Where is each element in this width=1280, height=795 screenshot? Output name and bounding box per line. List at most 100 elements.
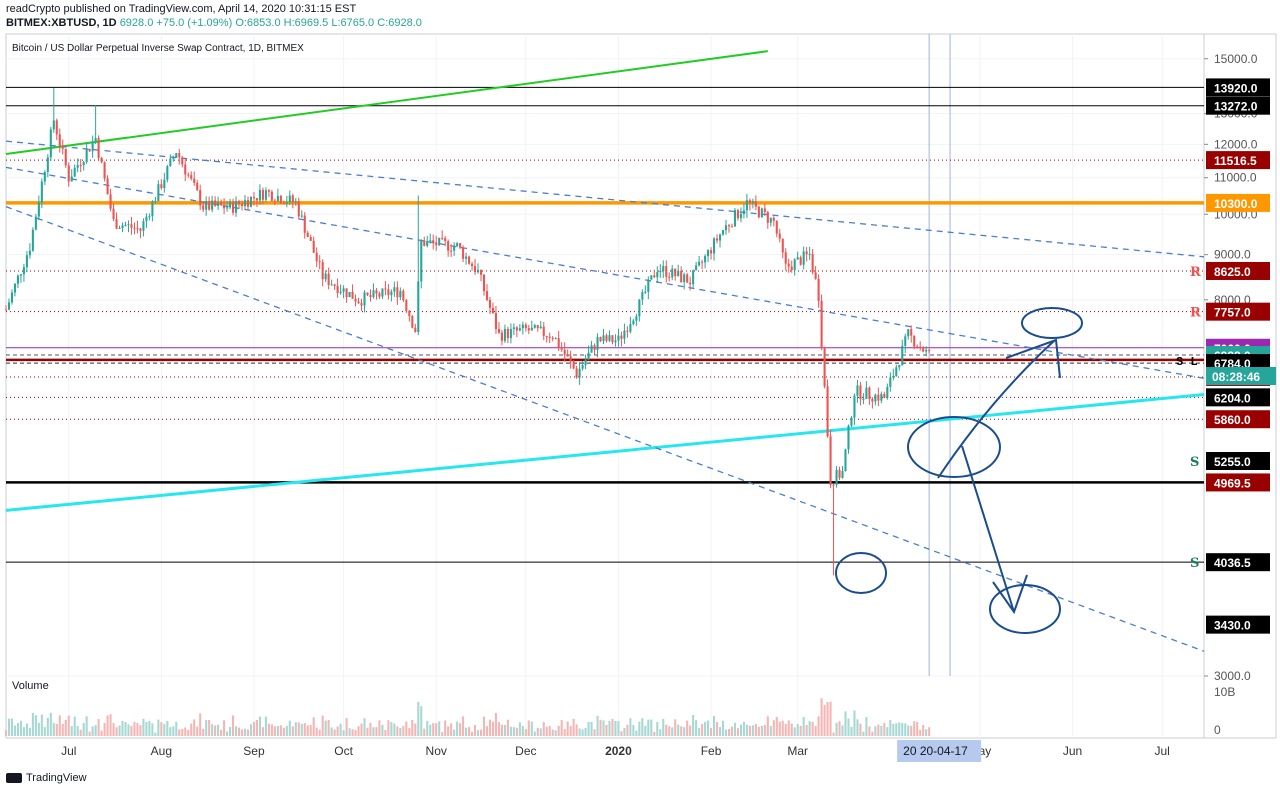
candle xyxy=(874,393,877,406)
candle-body xyxy=(760,208,763,218)
candle-body xyxy=(665,265,668,277)
candle-body xyxy=(880,393,883,401)
volume-bar xyxy=(856,719,859,736)
volume-bar xyxy=(184,727,187,736)
candle-body xyxy=(112,208,115,220)
candle xyxy=(378,291,381,300)
price-label: 5860.0 xyxy=(1206,410,1270,429)
volume-bar xyxy=(414,723,417,736)
candle-body xyxy=(790,266,793,271)
volume-bar xyxy=(769,725,772,736)
volume-bar xyxy=(638,721,641,736)
volume-bar xyxy=(246,729,250,736)
candle-body xyxy=(476,269,480,273)
price-label-text: 13272.0 xyxy=(1214,100,1258,114)
candle-body xyxy=(901,345,904,366)
volume-bar xyxy=(620,731,623,736)
candle xyxy=(85,142,88,164)
candle xyxy=(593,343,596,356)
volume-bar xyxy=(500,724,503,736)
candle-body xyxy=(139,228,142,231)
candle-body xyxy=(288,195,291,203)
volume-bar xyxy=(721,720,725,736)
volume-bar xyxy=(850,726,853,736)
candle-body xyxy=(715,238,719,241)
candle xyxy=(10,289,14,305)
candle xyxy=(763,203,766,216)
candle xyxy=(321,259,324,287)
candle-body xyxy=(297,201,300,217)
volume-bar xyxy=(482,716,486,736)
candle-body xyxy=(229,201,232,208)
volume-bar xyxy=(339,723,342,736)
candle xyxy=(766,210,769,229)
x-tick-label: Sep xyxy=(243,744,265,758)
candle xyxy=(841,466,844,479)
price-label-bg xyxy=(1206,410,1270,429)
price-label-bg xyxy=(1206,452,1270,471)
candle xyxy=(438,237,441,246)
x-tick-label: Dec xyxy=(515,744,536,758)
candle-body xyxy=(151,201,154,217)
volume-bar xyxy=(375,727,378,736)
volume-bar xyxy=(817,716,820,736)
volume-bar xyxy=(707,720,710,736)
volume-bar xyxy=(650,719,653,736)
candle-body xyxy=(363,292,366,306)
volume-bar xyxy=(826,702,829,736)
candle-body xyxy=(689,282,692,285)
price-label: 13920.0 xyxy=(1206,78,1270,97)
volume-bar xyxy=(503,724,506,736)
candle xyxy=(485,284,489,302)
candle xyxy=(727,223,731,233)
candle xyxy=(638,299,641,322)
candle-body xyxy=(521,324,524,329)
candle-body xyxy=(435,242,438,246)
candle-body xyxy=(312,240,315,253)
volume-bar xyxy=(919,729,922,736)
candle-body xyxy=(602,335,605,342)
volume-bar xyxy=(336,726,339,736)
candle xyxy=(689,276,692,291)
candle-body xyxy=(587,352,590,360)
volume-bar xyxy=(763,724,766,736)
candle xyxy=(417,195,420,336)
footer-brand[interactable]: TradingView xyxy=(26,772,87,784)
y-tick-label: 3000.0 xyxy=(1214,669,1251,683)
volume-bar xyxy=(886,727,889,736)
candle-body xyxy=(34,216,37,230)
volume-bar xyxy=(904,723,907,736)
symbol-name[interactable]: BITMEX:XBTUSD, 1D xyxy=(6,17,117,29)
volume-bar xyxy=(560,720,563,736)
candle-body xyxy=(497,328,500,333)
volume-bar xyxy=(718,727,722,736)
candle-body xyxy=(184,164,187,175)
candle-body xyxy=(826,386,829,437)
candle-body xyxy=(548,336,551,338)
candle-body xyxy=(674,268,677,277)
volume-bar xyxy=(626,724,629,736)
volume-bar xyxy=(121,720,124,736)
candle xyxy=(151,200,154,222)
volume-bar xyxy=(494,712,498,736)
x-tick-label: Oct xyxy=(334,744,353,758)
candle-body xyxy=(787,263,790,267)
candle-body xyxy=(384,288,387,290)
candle xyxy=(814,266,817,280)
volume-bar xyxy=(907,725,910,736)
volume-bar xyxy=(52,723,55,736)
candle xyxy=(288,190,291,205)
candle xyxy=(459,243,462,250)
volume-bar xyxy=(106,715,109,736)
volume-bar xyxy=(190,723,193,736)
price-label-text: 5255.0 xyxy=(1214,455,1251,469)
candle-body xyxy=(883,393,886,398)
candle xyxy=(279,194,282,205)
candle-body xyxy=(925,349,928,352)
volume-bar xyxy=(240,729,244,736)
volume-bar xyxy=(420,706,423,736)
candle-body xyxy=(279,195,282,204)
volume-bar xyxy=(13,725,17,736)
candle-body xyxy=(348,291,351,298)
